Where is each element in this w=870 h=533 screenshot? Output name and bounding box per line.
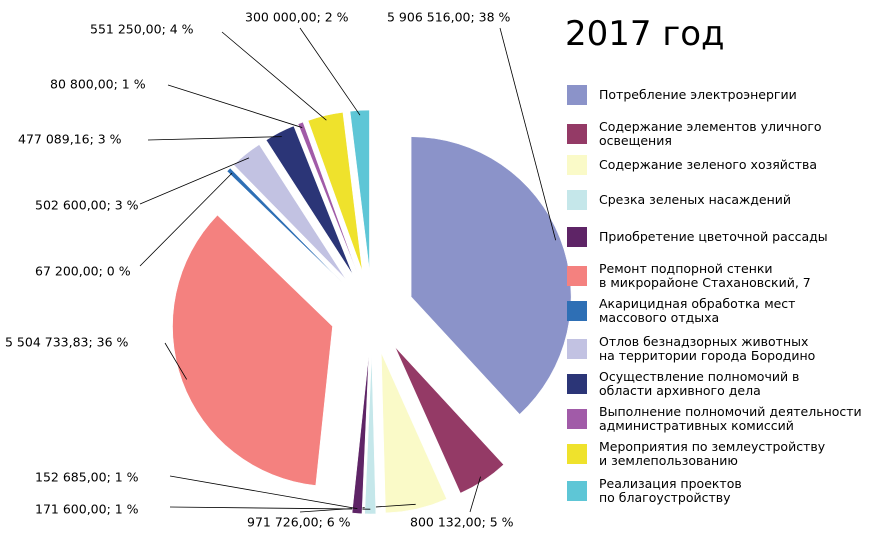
leader-line bbox=[139, 157, 250, 205]
legend-item: Приобретение цветочной рассады bbox=[567, 227, 828, 247]
legend-swatch bbox=[567, 190, 587, 210]
pie-slice bbox=[226, 167, 343, 283]
legend-swatch bbox=[567, 266, 587, 286]
data-label: 67 200,00; 0 % bbox=[35, 264, 131, 279]
legend-item: Выполнение полномочий деятельности админ… bbox=[567, 405, 862, 433]
leader-line bbox=[469, 476, 481, 513]
leader-line bbox=[169, 475, 358, 510]
legend-label: Отлов безнадзорных животных на территори… bbox=[599, 334, 816, 363]
legend-item: Реализация проектов по благоустройству bbox=[567, 477, 742, 505]
legend-item: Содержание элементов уличного освещения bbox=[567, 120, 822, 148]
pie-slice bbox=[394, 346, 504, 494]
data-label: 477 089,16; 3 % bbox=[18, 132, 122, 147]
pie-slice bbox=[351, 353, 370, 514]
pie-slice bbox=[297, 121, 358, 273]
pie-slice bbox=[233, 144, 347, 280]
data-label: 502 600,00; 3 % bbox=[35, 198, 139, 213]
leader-line bbox=[147, 136, 282, 141]
data-label: 300 000,00; 2 % bbox=[245, 10, 349, 25]
legend-swatch bbox=[567, 409, 587, 429]
legend-label: Мероприятия по землеустройству и землепо… bbox=[599, 439, 826, 468]
data-label: 152 685,00; 1 % bbox=[35, 470, 139, 485]
legend-swatch bbox=[567, 481, 587, 501]
data-label: 551 250,00; 4 % bbox=[90, 22, 194, 37]
data-label: 971 726,00; 6 % bbox=[247, 515, 351, 530]
legend-label: Реализация проектов по благоустройству bbox=[599, 476, 742, 505]
leader-line bbox=[499, 27, 557, 241]
legend-swatch bbox=[567, 124, 587, 144]
pie-slice bbox=[349, 109, 370, 271]
pie-slice bbox=[410, 136, 572, 415]
leader-line bbox=[139, 172, 233, 267]
legend-label: Содержание элементов уличного освещения bbox=[599, 119, 822, 148]
legend-item: Осуществление полномочий в области архив… bbox=[567, 370, 799, 398]
legend-swatch bbox=[567, 301, 587, 321]
data-label: 5 504 733,83; 36 % bbox=[5, 335, 129, 350]
legend-label: Содержание зеленого хозяйства bbox=[599, 157, 818, 172]
legend-swatch bbox=[567, 374, 587, 394]
leader-line bbox=[167, 84, 303, 128]
legend-item: Содержание зеленого хозяйства bbox=[567, 155, 817, 175]
leader-line bbox=[169, 506, 371, 510]
legend-swatch bbox=[567, 155, 587, 175]
data-label: 80 800,00; 1 % bbox=[50, 77, 146, 92]
legend-item: Акарицидная обработка мест массового отд… bbox=[567, 297, 795, 325]
pie-slice bbox=[265, 125, 354, 275]
legend-label: Выполнение полномочий деятельности админ… bbox=[599, 404, 862, 433]
legend-item: Срезка зеленых насаждений bbox=[567, 190, 791, 210]
pie-slice bbox=[172, 214, 333, 486]
data-label: 171 600,00; 1 % bbox=[35, 502, 139, 517]
leader-line bbox=[221, 31, 327, 121]
legend-label: Ремонт подпорной стенки в микрорайоне Ст… bbox=[599, 261, 811, 290]
data-label: 5 906 516,00; 38 % bbox=[387, 10, 511, 25]
pie-slice bbox=[364, 353, 377, 515]
legend-label: Осуществление полномочий в области архив… bbox=[599, 369, 800, 398]
legend-label: Акарицидная обработка мест массового отд… bbox=[599, 296, 796, 325]
legend-swatch bbox=[567, 339, 587, 359]
data-label: 800 132,00; 5 % bbox=[410, 515, 514, 530]
legend-item: Ремонт подпорной стенки в микрорайоне Ст… bbox=[567, 262, 811, 290]
legend-swatch bbox=[567, 85, 587, 105]
legend-swatch bbox=[567, 444, 587, 464]
pie-slice bbox=[381, 352, 447, 514]
leader-line bbox=[299, 27, 361, 116]
legend-label: Приобретение цветочной рассады bbox=[599, 229, 828, 244]
pie-slice bbox=[307, 112, 363, 272]
leader-line bbox=[164, 342, 188, 380]
legend-item: Отлов безнадзорных животных на территори… bbox=[567, 335, 815, 363]
chart-title: 2017 год bbox=[565, 14, 725, 54]
legend-item: Мероприятия по землеустройству и землепо… bbox=[567, 440, 825, 468]
legend-swatch bbox=[567, 227, 587, 247]
legend-label: Потребление электроэнергии bbox=[599, 87, 797, 102]
legend-label: Срезка зеленых насаждений bbox=[599, 192, 791, 207]
legend-item: Потребление электроэнергии bbox=[567, 85, 797, 105]
